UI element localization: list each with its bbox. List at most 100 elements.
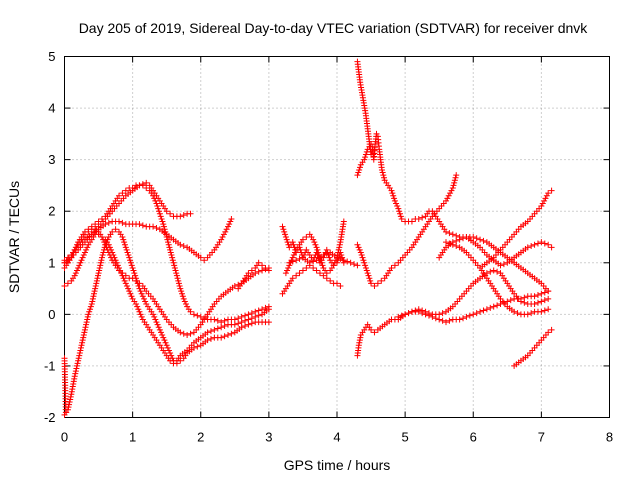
data-point	[470, 311, 477, 318]
data-point	[449, 239, 456, 246]
series-18	[436, 234, 555, 269]
data-point	[477, 308, 484, 315]
data-point	[511, 308, 518, 315]
series-17	[443, 239, 552, 318]
data-point	[116, 218, 122, 225]
data-point	[371, 146, 378, 153]
series-19	[477, 187, 555, 271]
data-point	[93, 277, 100, 284]
data-point	[541, 197, 548, 204]
data-point	[483, 306, 490, 313]
data-point	[153, 319, 160, 326]
data-point	[225, 223, 231, 230]
data-point	[289, 258, 296, 265]
data-point	[318, 259, 325, 266]
data-point	[72, 368, 79, 375]
data-point	[419, 307, 426, 314]
data-point	[365, 272, 372, 279]
data-point	[223, 226, 230, 233]
data-point	[521, 299, 528, 306]
series-16	[395, 267, 552, 320]
data-point	[363, 148, 370, 155]
data-point	[262, 304, 269, 311]
data-point	[176, 282, 183, 289]
data-point	[160, 334, 167, 341]
data-point	[284, 239, 291, 246]
data-point	[316, 270, 323, 277]
data-point	[222, 228, 229, 235]
data-point	[371, 329, 378, 336]
data-point	[290, 252, 297, 259]
data-point	[368, 280, 375, 287]
data-point	[242, 322, 249, 329]
data-point	[151, 313, 158, 320]
data-point	[451, 177, 458, 184]
data-point	[326, 254, 333, 261]
data-point	[367, 277, 374, 284]
data-point	[64, 254, 71, 261]
data-point	[293, 272, 300, 279]
data-point	[453, 172, 460, 179]
series-13	[354, 141, 378, 179]
x-tick-label: 8	[606, 430, 613, 445]
data-point	[219, 234, 226, 240]
data-point	[543, 192, 550, 199]
data-point	[71, 272, 78, 279]
data-point	[362, 264, 369, 271]
x-tick-label: 3	[265, 430, 272, 445]
data-point	[354, 241, 361, 248]
data-point	[381, 174, 388, 181]
data-point	[242, 317, 249, 324]
data-point	[248, 267, 255, 274]
data-point	[156, 326, 163, 333]
data-point	[487, 304, 494, 311]
data-point	[290, 241, 297, 248]
data-point	[344, 258, 351, 265]
data-point	[171, 264, 178, 271]
data-point	[73, 362, 80, 369]
data-point	[235, 315, 242, 322]
data-point	[359, 254, 366, 261]
data-point	[105, 219, 112, 226]
data-point	[291, 249, 298, 256]
data-point	[280, 226, 287, 233]
data-point	[538, 290, 545, 297]
data-point	[289, 275, 296, 282]
data-point	[397, 213, 404, 220]
data-point	[355, 244, 362, 251]
data-point	[354, 262, 361, 269]
x-tick-labels: 0 1 2 3 4 5 6 7 8	[61, 430, 613, 445]
data-point	[153, 200, 160, 207]
data-point	[221, 317, 228, 324]
data-point	[221, 333, 228, 340]
data-point	[79, 337, 86, 344]
data-point	[446, 230, 453, 237]
data-point	[357, 334, 364, 341]
data-point	[231, 316, 238, 323]
data-point	[204, 329, 211, 336]
data-point	[71, 373, 78, 380]
x-tick-label: 5	[402, 430, 409, 445]
data-point	[137, 288, 144, 295]
data-point	[197, 313, 204, 320]
data-point	[109, 228, 116, 235]
data-point	[226, 221, 233, 228]
data-point	[121, 239, 128, 246]
data-point	[408, 308, 415, 315]
data-point	[358, 252, 365, 259]
data-point	[460, 235, 467, 242]
data-point	[463, 313, 470, 320]
data-point	[134, 303, 141, 310]
data-point	[84, 316, 91, 323]
data-point	[539, 200, 546, 207]
data-point	[282, 231, 289, 238]
data-point	[87, 306, 94, 313]
data-point	[77, 344, 84, 351]
data-point	[218, 324, 225, 331]
data-point	[361, 259, 368, 266]
y-tick-label: -2	[44, 410, 56, 425]
data-point	[500, 261, 507, 268]
data-point	[207, 328, 214, 335]
data-point	[76, 262, 83, 269]
